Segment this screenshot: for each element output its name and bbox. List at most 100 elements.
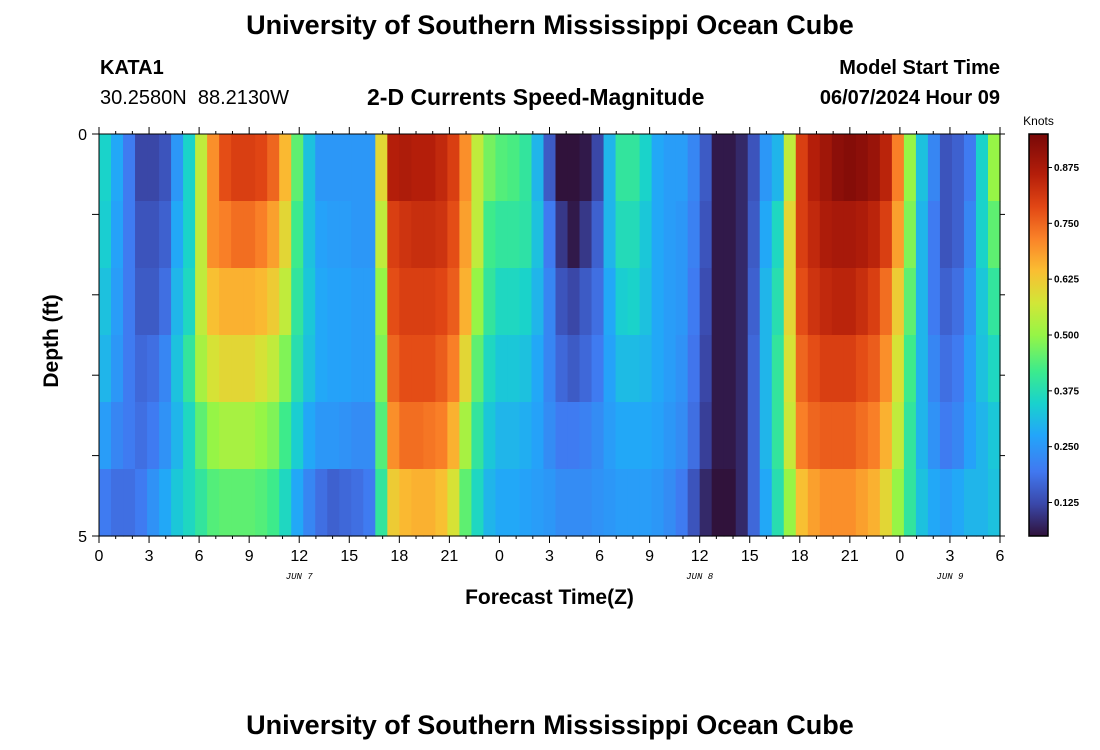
heatmap-cell xyxy=(831,201,845,269)
heatmap-cell xyxy=(591,134,605,202)
heatmap-cell xyxy=(483,134,497,202)
heatmap-cell xyxy=(555,134,569,202)
heatmap-cell xyxy=(975,469,989,537)
heatmap-cell xyxy=(447,134,460,202)
heatmap-cell xyxy=(519,402,533,470)
heatmap-cell xyxy=(351,268,364,336)
heatmap-cell xyxy=(975,268,989,336)
heatmap-cell xyxy=(615,201,629,269)
heatmap-cell xyxy=(243,469,256,537)
heatmap-cell xyxy=(795,402,809,470)
heatmap-cell xyxy=(387,201,400,269)
heatmap-cell xyxy=(555,335,569,403)
heatmap-cell xyxy=(567,402,581,470)
heatmap-cell xyxy=(363,469,376,537)
axes: 0 3 6 9 12 15 18 21 0 3 6 9 12 15 18 21 0 3 6 JUN 7 JUN 8 JUN… xyxy=(40,127,1005,609)
heatmap-cell xyxy=(459,201,473,269)
heatmap-cell xyxy=(675,134,689,202)
heatmap-cell xyxy=(903,335,917,403)
heatmap-cell xyxy=(147,134,160,202)
heatmap-cell xyxy=(723,134,737,202)
heatmap-cell xyxy=(183,201,196,269)
heatmap-cell xyxy=(855,134,869,202)
heatmap-cell xyxy=(639,268,653,336)
heatmap-cell xyxy=(207,268,220,336)
heatmap-cell xyxy=(471,402,485,470)
heatmap-cell xyxy=(135,134,148,202)
heatmap-cell xyxy=(339,268,352,336)
colorbar-tick-label: 0.250 xyxy=(1054,442,1079,453)
heatmap-cell xyxy=(603,335,617,403)
heatmap-cell xyxy=(603,134,617,202)
heatmap-cell xyxy=(207,134,220,202)
heatmap-cell xyxy=(723,469,737,537)
heatmap-cell xyxy=(459,134,473,202)
heatmap-cell xyxy=(747,402,761,470)
heatmap-cell xyxy=(135,268,148,336)
heatmap-cell xyxy=(963,335,977,403)
heatmap-cell xyxy=(759,402,773,470)
heatmap-cell xyxy=(831,469,845,537)
heatmap-cell xyxy=(867,469,881,537)
heatmap-cell xyxy=(795,201,809,269)
heatmap-cell xyxy=(963,402,977,470)
heatmap-cell xyxy=(759,335,773,403)
heatmap-cell xyxy=(147,469,160,537)
heatmap-cell xyxy=(543,201,557,269)
heatmap-cell xyxy=(747,268,761,336)
heatmap-cell xyxy=(159,134,172,202)
heatmap-cell xyxy=(987,201,1001,269)
heatmap-cell xyxy=(291,201,304,269)
heatmap-cell xyxy=(315,268,328,336)
heatmap-cell xyxy=(687,134,701,202)
heatmap-cell xyxy=(603,402,617,470)
heatmap-cell xyxy=(243,335,256,403)
heatmap-cell xyxy=(711,335,725,403)
heatmap-cell xyxy=(123,201,136,269)
heatmap-cell xyxy=(555,402,569,470)
heatmap-cell xyxy=(123,402,136,470)
heatmap-cell xyxy=(507,335,521,403)
heatmap-cell xyxy=(483,469,497,537)
heatmap-cell xyxy=(195,268,208,336)
heatmap-cell xyxy=(831,402,845,470)
y-tick-label: 5 xyxy=(78,529,87,546)
heatmap-cell xyxy=(411,201,424,269)
heatmap-cell xyxy=(303,268,316,336)
heatmap-cell xyxy=(807,402,821,470)
heatmap-cell xyxy=(303,134,316,202)
heatmap-cell xyxy=(795,469,809,537)
heatmap-cell xyxy=(207,201,220,269)
heatmap-cell xyxy=(915,469,929,537)
heatmap-cell xyxy=(183,134,196,202)
heatmap-cell xyxy=(195,201,208,269)
heatmap-cell xyxy=(879,469,893,537)
heatmap-cell xyxy=(447,268,460,336)
heatmap-cell xyxy=(375,469,388,537)
heatmap-cell xyxy=(735,335,749,403)
date-label: JUN 8 xyxy=(686,572,714,582)
heatmap-cell xyxy=(891,469,905,537)
x-tick-label: 6 xyxy=(996,548,1005,565)
heatmap-cell xyxy=(771,402,785,470)
heatmap-cell xyxy=(111,201,124,269)
heatmap-cell xyxy=(375,402,388,470)
heatmap-cell xyxy=(267,134,280,202)
heatmap-cell xyxy=(903,134,917,202)
heatmap-cell xyxy=(627,268,641,336)
heatmap-cell xyxy=(735,134,749,202)
x-tick-label: 18 xyxy=(390,548,408,565)
heatmap-cell xyxy=(195,134,208,202)
heatmap-cell xyxy=(231,201,244,269)
heatmap-cell xyxy=(963,134,977,202)
heatmap-cell xyxy=(915,134,929,202)
heatmap-cell xyxy=(819,134,833,202)
heatmap-cell xyxy=(891,268,905,336)
heatmap-cell xyxy=(915,335,929,403)
heatmap-cell xyxy=(507,402,521,470)
heatmap-cell xyxy=(495,268,509,336)
heatmap-cell xyxy=(939,469,953,537)
heatmap-cell xyxy=(687,402,701,470)
heatmap-cell xyxy=(183,335,196,403)
heatmap-cell xyxy=(903,469,917,537)
